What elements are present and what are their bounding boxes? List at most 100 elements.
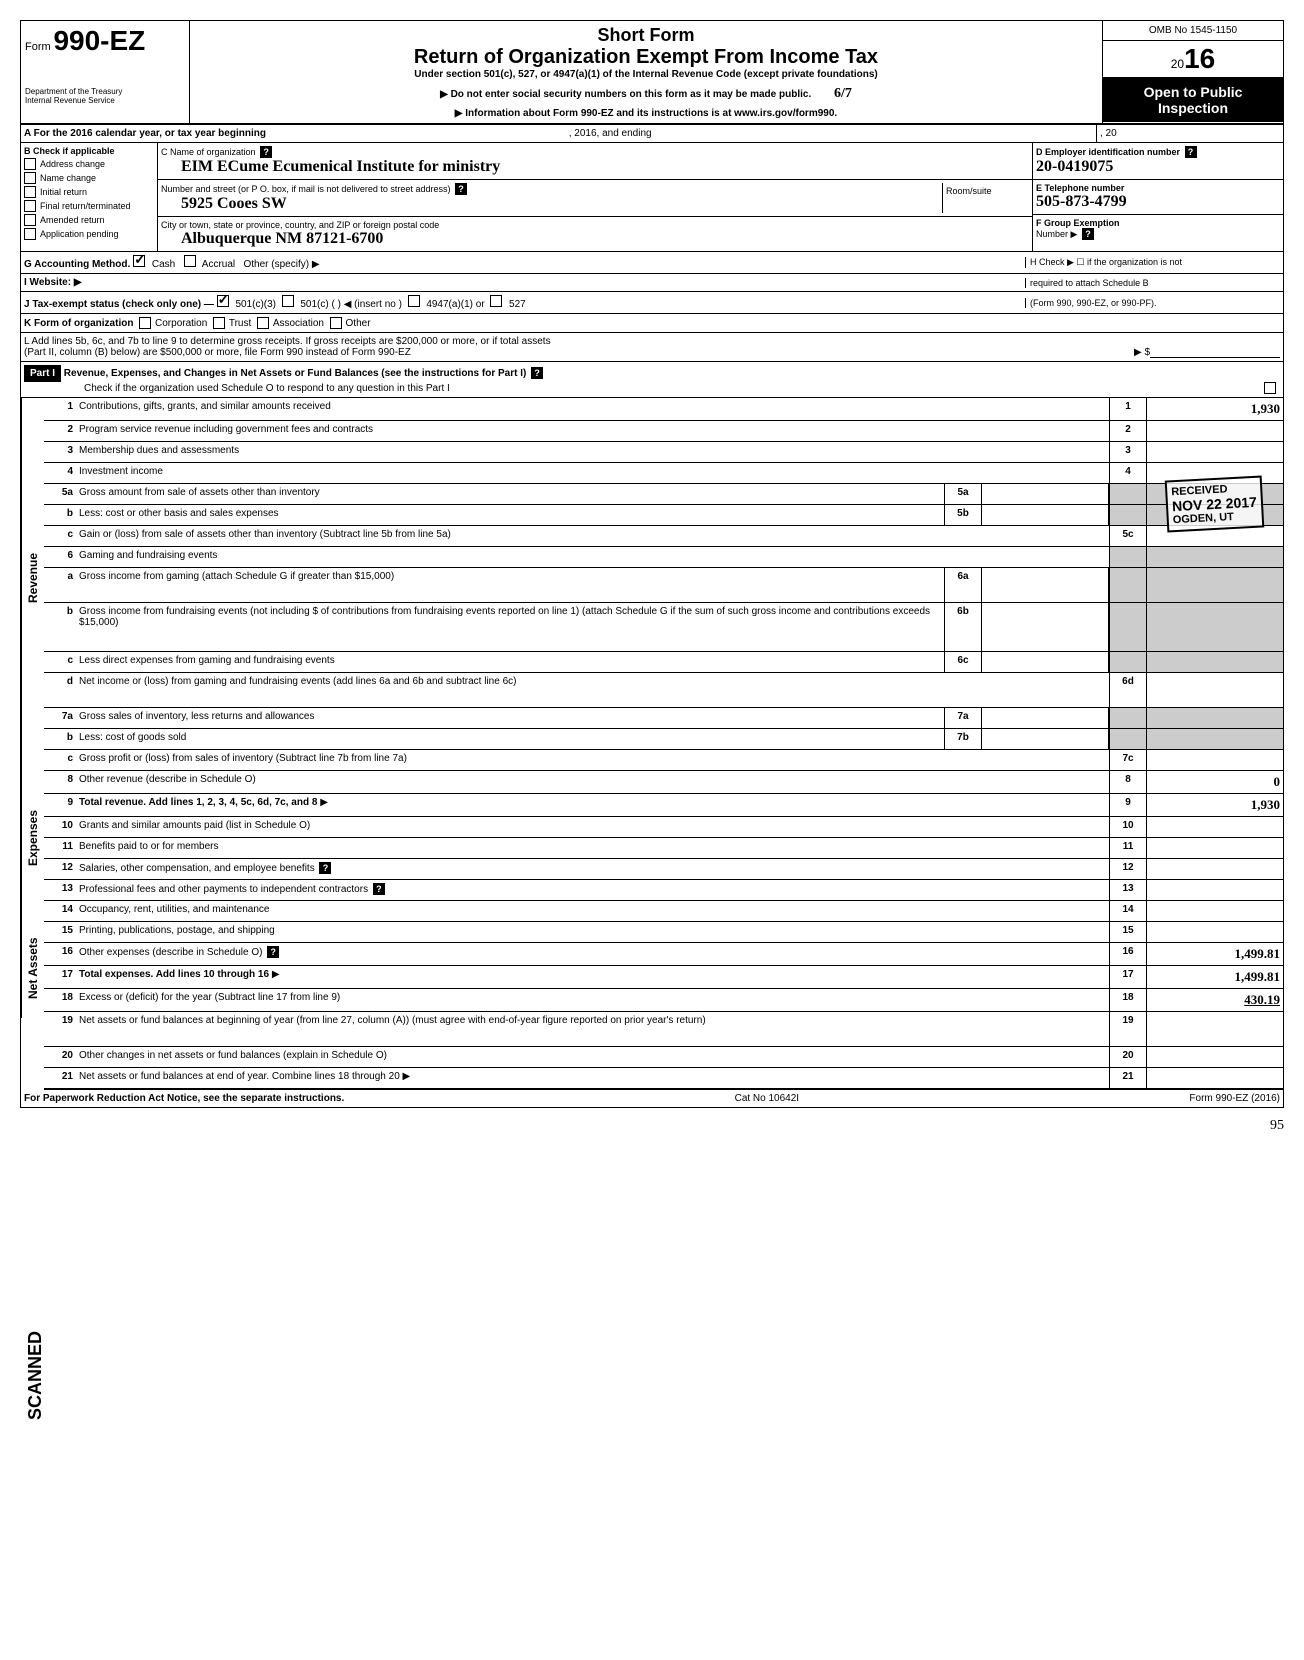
help-icon[interactable]: ? [1082,228,1094,240]
info-line: ▶ Information about Form 990-EZ and its … [194,108,1098,119]
check-501c3[interactable]: ✓ [217,295,229,307]
line-4-desc: Investment income [76,463,1109,483]
help-icon[interactable]: ? [319,862,331,874]
line-14-desc: Occupancy, rent, utilities, and maintena… [76,901,1109,921]
ein-value: 20-0419075 [1036,158,1280,176]
check-assoc[interactable] [257,317,269,329]
help-icon[interactable]: ? [455,183,467,195]
line-11-desc: Benefits paid to or for members [76,838,1109,858]
side-expenses: Expenses [21,758,44,918]
check-accrual[interactable] [184,255,196,267]
lines-body: 1Contributions, gifts, grants, and simil… [44,398,1283,1090]
help-icon[interactable]: ? [260,146,272,158]
city-value: Albuquerque NM 87121-6700 [181,230,1029,248]
line-18-desc: Excess or (deficit) for the year (Subtra… [76,989,1109,1011]
tax-year: 2016 [1103,41,1283,78]
handwritten-year: 6/7 [834,86,852,101]
line-7c-val [1146,750,1283,770]
footer-form: Form 990-EZ (2016) [1189,1093,1280,1104]
form-header: Form 990-EZ Department of the Treasury I… [21,21,1283,125]
tax-exempt-label: J Tax-exempt status (check only one) — [24,299,214,310]
help-icon[interactable]: ? [373,883,385,895]
phone-value: 505-873-4799 [1036,193,1280,211]
ssn-text: ▶ Do not enter social security numbers o… [440,89,811,100]
form-990ez: Form 990-EZ Department of the Treasury I… [20,20,1284,1108]
col-b-header: B Check if applicable [24,146,154,156]
help-icon[interactable]: ? [1185,146,1197,158]
col-de: D Employer identification number ? 20-04… [1033,143,1283,251]
row-l: L Add lines 5b, 6c, and 7b to line 9 to … [21,333,1283,362]
check-trust[interactable] [213,317,225,329]
row-a-mid: , 2016, and ending [569,128,652,139]
check-amended[interactable]: Amended return [24,214,154,226]
line-7a-desc: Gross sales of inventory, less returns a… [76,708,944,728]
line-18-val: 430.19 [1146,989,1283,1011]
check-address-change[interactable]: Address change [24,158,154,170]
row-a-left: A For the 2016 calendar year, or tax yea… [24,128,266,139]
side-net-assets: Net Assets [21,918,44,1018]
main-info: B Check if applicable Address change Nam… [21,143,1283,252]
paperwork-notice: For Paperwork Reduction Act Notice, see … [24,1093,344,1104]
form-title: Return of Organization Exempt From Incom… [194,46,1098,69]
row-g-h: G Accounting Method. ✓ Cash Accrual Othe… [21,252,1283,274]
line-6a-desc: Gross income from gaming (attach Schedul… [76,568,944,602]
check-pending[interactable]: Application pending [24,228,154,240]
line-3-val [1146,442,1283,462]
group-exemption-label: F Group Exemption [1036,218,1120,228]
row-h-line1: H Check ▶ ☐ if the organization is not [1030,257,1280,268]
street-label: Number and street (or P O. box, if mail … [161,183,942,195]
line-20-val [1146,1047,1283,1067]
line-17-desc: Total expenses. Add lines 10 through 16 … [76,966,1109,988]
form-footer: For Paperwork Reduction Act Notice, see … [21,1090,1283,1107]
line-7b-desc: Less: cost of goods sold [76,729,944,749]
check-527[interactable] [490,295,502,307]
dept-treasury: Department of the Treasury [25,87,185,96]
org-name-label: C Name of organization ? [161,146,1029,158]
check-initial-return[interactable]: Initial return [24,186,154,198]
page-number: 95 [20,1118,1284,1134]
line-19-desc: Net assets or fund balances at beginning… [76,1012,1109,1046]
help-icon[interactable]: ? [267,946,279,958]
received-stamp: RECEIVED NOV 22 2017 OGDEN, UT [1165,476,1264,533]
row-l-arrow: ▶ $ [1134,347,1150,358]
help-icon[interactable]: ? [531,367,543,379]
check-other-org[interactable] [330,317,342,329]
form-prefix: Form [25,41,51,53]
line-21-val [1146,1068,1283,1088]
line-12-val [1146,859,1283,879]
street-value: 5925 Cooes SW [181,195,942,213]
line-5a-desc: Gross amount from sale of assets other t… [76,484,944,504]
line-8-desc: Other revenue (describe in Schedule O) [76,771,1109,793]
line-6b-desc: Gross income from fundraising events (no… [76,603,944,651]
line-8-val: 0 [1146,771,1283,793]
part1-header: Part I Revenue, Expenses, and Changes in… [21,362,1283,398]
phone-label: E Telephone number [1036,183,1124,193]
omb-number: OMB No 1545-1150 [1103,21,1283,41]
col-b: B Check if applicable Address change Nam… [21,143,158,251]
inspection-line2: Inspection [1109,100,1277,116]
row-l-text2: (Part II, column (B) below) are $500,000… [24,347,411,358]
line-6d-desc: Net income or (loss) from gaming and fun… [76,673,1109,707]
check-501c[interactable] [282,295,294,307]
line-16-val: 1,499.81 [1146,943,1283,965]
city-label: City or town, state or province, country… [161,220,1029,230]
dept-irs: Internal Revenue Service [25,96,185,105]
line-5c-desc: Gain or (loss) from sale of assets other… [76,526,1109,546]
check-schedule-o[interactable] [1264,382,1276,394]
check-4947[interactable] [408,295,420,307]
header-right: OMB No 1545-1150 2016 Open to Public Ins… [1102,21,1283,123]
year-suffix: 16 [1184,43,1215,74]
line-10-val [1146,817,1283,837]
side-revenue: Revenue [21,398,44,758]
line-1-val: 1,930 [1146,398,1283,420]
line-10-desc: Grants and similar amounts paid (list in… [76,817,1109,837]
form-subtitle: Under section 501(c), 527, or 4947(a)(1)… [194,69,1098,80]
ssn-warning: ▶ Do not enter social security numbers o… [194,86,1098,102]
check-cash[interactable]: ✓ [133,255,145,267]
line-17-val: 1,499.81 [1146,966,1283,988]
short-form-label: Short Form [194,25,1098,46]
check-name-change[interactable]: Name change [24,172,154,184]
check-final-return[interactable]: Final return/terminated [24,200,154,212]
line-15-desc: Printing, publications, postage, and shi… [76,922,1109,942]
check-corp[interactable] [139,317,151,329]
